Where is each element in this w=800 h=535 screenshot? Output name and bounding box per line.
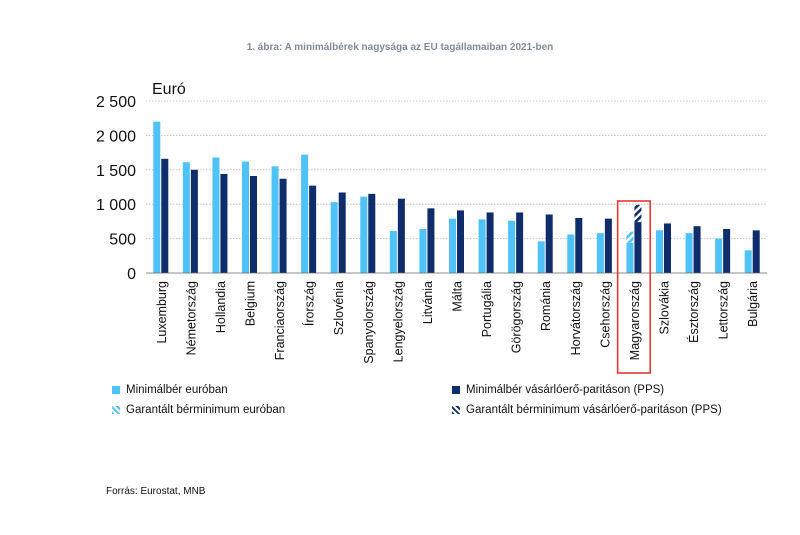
x-tick-label: Lengyelország: [391, 281, 405, 362]
bar-guaranteed-minimum-eur: [626, 231, 634, 243]
legend-item-minimum-wage-pps: Minimálbér vásárlóerő-paritáson (PPS): [452, 384, 664, 396]
bar-minimum-wage-eur: [212, 157, 220, 273]
x-tick-label: Portugália: [480, 281, 494, 337]
x-tick-label: Csehország: [598, 281, 612, 348]
bar-minimum-wage-pps: [575, 217, 583, 273]
y-tick-label: 2 000: [96, 128, 136, 145]
bar-minimum-wage-pps: [604, 218, 612, 273]
highlight-box: [616, 200, 651, 374]
y-tick-label: 0: [127, 266, 136, 283]
x-tick-label: Szlovákia: [658, 281, 672, 335]
bar-minimum-wage-pps: [279, 178, 287, 273]
y-tick-label: 2 500: [96, 94, 136, 111]
legend-swatch-hatched: [112, 406, 120, 414]
bar-minimum-wage-pps: [338, 192, 346, 273]
legend-label: Minimálbér vásárlóerő-paritáson (PPS): [466, 384, 665, 396]
y-axis-label: Euró: [152, 81, 186, 98]
x-tick-label: Görögország: [510, 281, 524, 353]
bar-minimum-wage-pps: [693, 226, 701, 273]
bar-minimum-wage-eur: [449, 218, 456, 273]
x-tick-label: Spanyolország: [362, 281, 376, 364]
x-tick-label: Lettország: [717, 281, 731, 339]
bar-minimum-wage-pps: [516, 212, 524, 273]
x-tick-label: Magyarország: [628, 281, 642, 360]
bar-minimum-wage-eur: [389, 231, 397, 273]
x-tick-label: Németország: [184, 281, 198, 355]
x-tick-label: Szlovénia: [332, 281, 346, 335]
bar-minimum-wage-pps: [309, 185, 317, 273]
bar-minimum-wage-eur: [153, 121, 161, 273]
bar-minimum-wage-eur: [656, 230, 663, 273]
bar-minimum-wage-pps: [397, 198, 405, 273]
x-tick-label: Horvátország: [569, 281, 583, 355]
bar-minimum-wage-eur: [419, 228, 427, 273]
bar-minimum-wage-eur: [182, 162, 190, 273]
bar-minimum-wage-pps: [368, 193, 376, 273]
chart-title: 1. ábra: A minimálbérek nagysága az EU t…: [246, 42, 554, 53]
bar-minimum-wage-eur: [626, 242, 634, 273]
legend-swatch: [112, 386, 120, 394]
bar-minimum-wage-eur: [537, 241, 545, 273]
bar-minimum-wage-eur: [744, 250, 752, 273]
x-tick-label: Románia: [539, 281, 553, 331]
bar-minimum-wage-eur: [685, 233, 693, 273]
bar-minimum-wage-pps: [190, 169, 198, 273]
legend-item-guaranteed-minimum-eur: Garantált bérminimum euróban: [112, 404, 285, 416]
y-tick-label: 500: [109, 232, 136, 249]
bar-minimum-wage-pps: [723, 228, 731, 273]
bar-minimum-wage-pps: [220, 173, 228, 273]
bar-guaranteed-minimum-pps: [634, 204, 642, 223]
x-tick-label: Írország: [302, 281, 317, 326]
x-tick-label: Belgium: [244, 281, 258, 326]
x-tick-label: Luxemburg: [155, 281, 169, 344]
bar-minimum-wage-pps: [457, 210, 464, 273]
x-tick-label: Litvánia: [421, 281, 435, 324]
source-note: Forrás: Eurostat, MNB: [106, 486, 206, 497]
legend-label: Minimálbér euróban: [126, 384, 228, 396]
legend-item-minimum-wage-eur: Minimálbér euróban: [112, 384, 228, 396]
bar-minimum-wage-eur: [596, 233, 604, 273]
x-tick-label: Franciaország: [273, 281, 287, 360]
legend-swatch: [452, 386, 460, 394]
bar-minimum-wage-pps: [634, 222, 642, 273]
y-tick-label: 1 000: [96, 197, 136, 214]
bar-minimum-wage-eur: [715, 238, 723, 273]
bar-minimum-wage-pps: [427, 208, 435, 273]
legend-swatch-hatched: [452, 406, 460, 414]
x-tick-label: Hollandia: [214, 281, 228, 333]
legend-label: Garantált bérminimum vásárlóerő-paritáso…: [466, 404, 722, 416]
bar-minimum-wage-eur: [330, 202, 338, 273]
y-tick-label: 1 500: [96, 163, 136, 180]
legend-item-guaranteed-minimum-pps: Garantált bérminimum vásárlóerő-paritáso…: [452, 404, 722, 416]
bar-minimum-wage-eur: [360, 196, 368, 273]
bar-minimum-wage-eur: [478, 219, 486, 273]
legend-label: Garantált bérminimum euróban: [126, 404, 286, 416]
bar-minimum-wage-eur: [567, 234, 575, 273]
x-tick-label: Málta: [451, 281, 465, 312]
x-tick-label: Észtország: [686, 281, 701, 343]
bar-minimum-wage-eur: [242, 161, 249, 273]
bar-minimum-wage-pps: [752, 230, 760, 273]
bar-minimum-wage-pps: [161, 158, 169, 273]
bar-minimum-wage-eur: [271, 166, 279, 273]
bar-minimum-wage-pps: [545, 214, 553, 273]
bar-minimum-wage-pps: [250, 175, 257, 273]
bar-minimum-wage-pps: [486, 212, 494, 273]
x-tick-label: Bulgária: [746, 281, 760, 327]
bar-minimum-wage-eur: [508, 220, 516, 273]
bar-minimum-wage-eur: [301, 154, 309, 273]
bar-minimum-wage-pps: [664, 223, 671, 273]
